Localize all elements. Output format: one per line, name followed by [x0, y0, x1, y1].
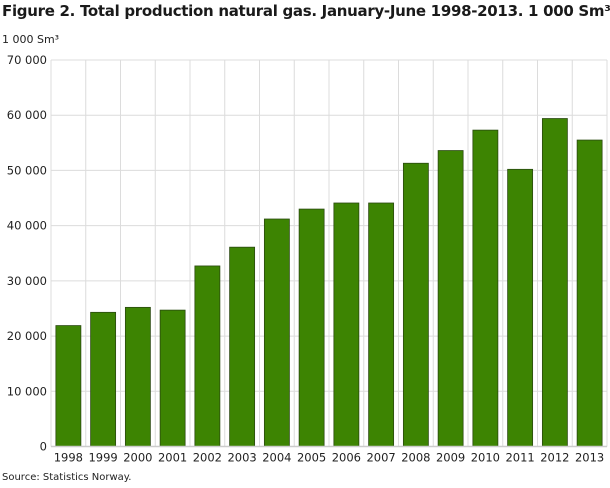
bar-2012 — [541, 118, 568, 447]
x-tick-label: 1998 — [54, 451, 83, 465]
y-tick-label: 10 000 — [7, 384, 47, 398]
x-tick-label: 1999 — [88, 451, 117, 465]
y-tick-label: 0 — [40, 440, 47, 454]
x-tick-label: 2010 — [471, 451, 500, 465]
bar-2010 — [472, 129, 499, 447]
x-tick-label: 2005 — [297, 451, 326, 465]
y-tick-label: 20 000 — [7, 329, 47, 343]
bar-2009 — [437, 150, 464, 447]
bar-2002 — [194, 265, 221, 447]
x-tick-label: 2011 — [505, 451, 534, 465]
x-tick-label: 2003 — [227, 451, 256, 465]
bar-2007 — [368, 202, 395, 447]
bar-2006 — [333, 202, 360, 447]
x-tick-label: 2002 — [193, 451, 222, 465]
y-axis-label: 1 000 Sm³ — [2, 33, 60, 46]
bar-2004 — [263, 218, 290, 447]
bar-2011 — [507, 168, 534, 447]
x-tick-label: 2001 — [158, 451, 187, 465]
source-note: Source: Statistics Norway. — [2, 472, 132, 483]
bar-1998 — [55, 325, 82, 447]
x-tick-label: 2007 — [366, 451, 395, 465]
bar-2003 — [229, 246, 256, 447]
bar-2001 — [159, 309, 186, 447]
x-tick-label: 2012 — [540, 451, 569, 465]
chart-title: Figure 2. Total production natural gas. … — [2, 2, 610, 20]
x-tick-label: 2008 — [401, 451, 430, 465]
y-tick-label: 60 000 — [7, 108, 47, 122]
y-tick-label: 40 000 — [7, 219, 47, 233]
y-tick-label: 50 000 — [7, 163, 47, 177]
x-tick-label: 2000 — [123, 451, 152, 465]
x-tick-label: 2004 — [262, 451, 291, 465]
bar-1999 — [90, 311, 117, 447]
bar-2005 — [298, 208, 325, 447]
x-tick-label: 2009 — [436, 451, 465, 465]
x-tick-label: 2013 — [575, 451, 604, 465]
y-tick-label: 30 000 — [7, 274, 47, 288]
y-tick-label: 70 000 — [7, 53, 47, 67]
bar-2013 — [576, 139, 603, 447]
bar-2000 — [124, 306, 151, 447]
bar-2008 — [402, 162, 429, 447]
x-tick-label: 2006 — [332, 451, 361, 465]
